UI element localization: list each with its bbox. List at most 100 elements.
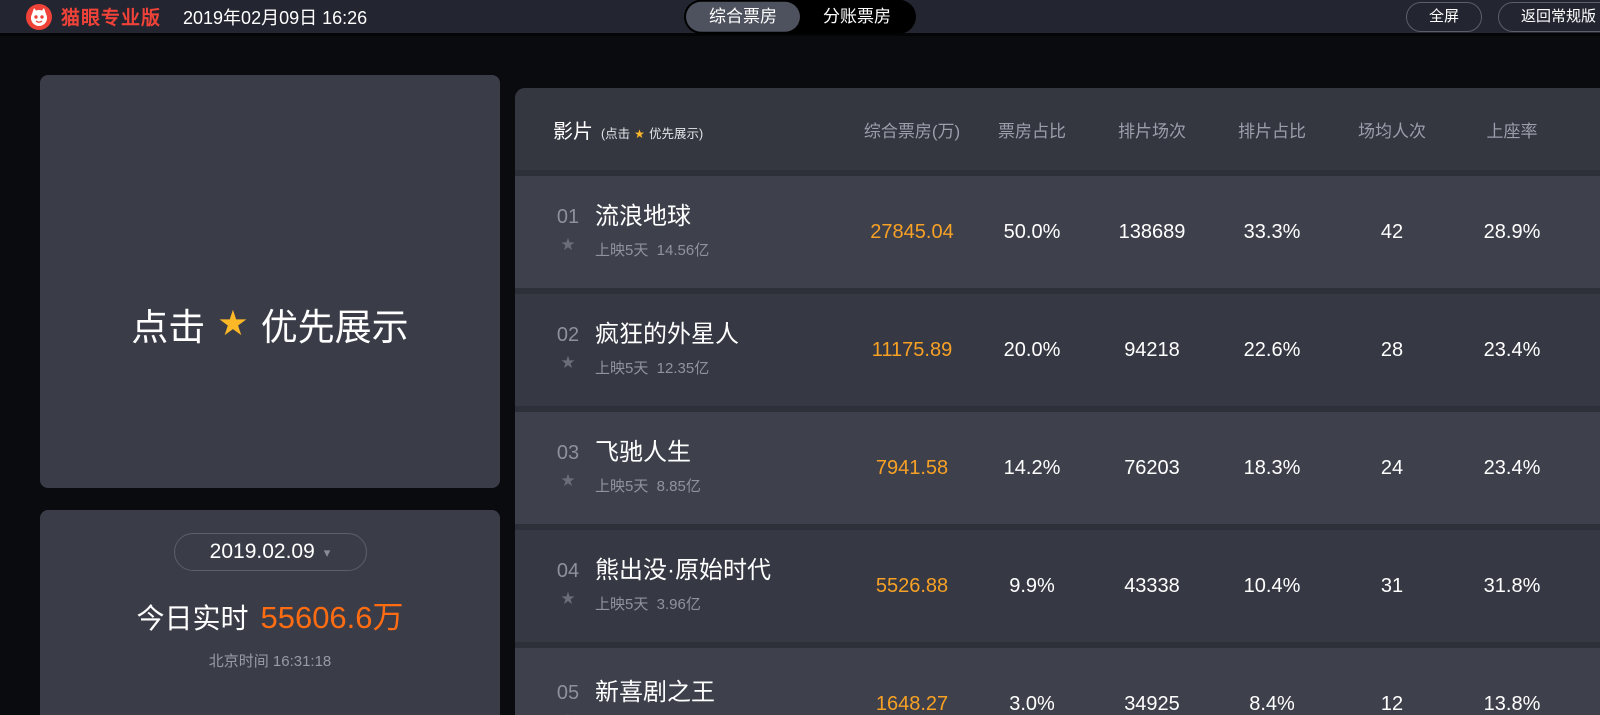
beijing-time: 北京时间 16:31:18 (208, 653, 332, 670)
cell-occupancy: 28.9% (1483, 220, 1541, 243)
cell-occupancy: 13.8% (1483, 692, 1541, 715)
film-release-info: 上映5天 12.35亿 (595, 360, 710, 378)
star-toggle-icon[interactable]: ★ (560, 588, 576, 608)
film-text-stack: 流浪地球 上映5天 14.56亿 (595, 202, 710, 260)
cell-screening-share: 18.3% (1243, 456, 1301, 479)
boxoffice-table: 影片 (点击 ★ 优先展示) 综合票房(万) 票房占比 排片场次 排片占比 场均人次 上座… (515, 88, 1600, 715)
cell-occupancy: 31.8% (1483, 574, 1541, 597)
rank-star-stack: 03 ★ (553, 440, 583, 489)
rank-label: 04 (556, 559, 580, 582)
film-text-stack: 疯狂的外星人 上映5天 12.35亿 (595, 320, 739, 378)
film-release-info: 上映5天 3.96亿 (595, 596, 701, 614)
topbar-datetime: 2019年02月09日 16:26 (183, 7, 368, 28)
topbar-actions: 全屏 返回常规版→ (1405, 1, 1600, 32)
film-title: 疯狂的外星人 (595, 320, 739, 348)
cell-boxoffice: 11175.89 (871, 338, 953, 361)
film-header-note: (点击 ★ 优先展示) (601, 123, 703, 142)
cell-boxoffice-share: 50.0% (1003, 220, 1061, 243)
table-row[interactable]: 03 ★ 飞驰人生 上映5天 8.85亿 7941.58 14.2% 76203… (515, 412, 1600, 524)
cell-boxoffice: 5526.88 (875, 574, 949, 597)
film-text-stack: 新喜剧之王 (595, 678, 715, 715)
film-release-info: 上映5天 14.56亿 (595, 242, 710, 260)
column-header: 上座率 (1486, 121, 1538, 141)
film-note-prefix: (点击 (601, 126, 631, 141)
cell-screening-share: 8.4% (1249, 692, 1295, 715)
film-cell: 05 ★ 新喜剧之王 (515, 678, 852, 715)
cell-screening-share: 10.4% (1243, 574, 1301, 597)
film-title: 熊出没·原始时代 (595, 556, 771, 584)
column-header: 场均人次 (1358, 121, 1426, 141)
cell-boxoffice: 7941.58 (875, 456, 949, 479)
chevron-down-icon: ▾ (323, 545, 331, 560)
cell-screening-share: 22.6% (1243, 338, 1301, 361)
film-cell: 04 ★ 熊出没·原始时代 上映5天 3.96亿 (515, 556, 852, 614)
realtime-total: 今日实时 55606.6万 (40, 592, 500, 637)
star-icon: ★ (217, 304, 249, 343)
fullscreen-button[interactable]: 全屏 (1405, 1, 1482, 32)
cell-screenings: 138689 (1118, 220, 1186, 243)
rank-star-stack: 04 ★ (553, 558, 583, 607)
cell-boxoffice-share: 3.0% (1009, 692, 1055, 715)
star-icon: ★ (634, 126, 645, 141)
maoyan-logo-icon (26, 3, 52, 30)
hint-prefix: 点击 (131, 307, 206, 348)
film-cell: 01 ★ 流浪地球 上映5天 14.56亿 (515, 202, 852, 260)
cell-occupancy: 23.4% (1483, 456, 1541, 479)
cell-boxoffice-share: 14.2% (1003, 456, 1061, 479)
date-picker-value: 2019.02.09 (209, 540, 315, 563)
tab-comprehensive-boxoffice[interactable]: 综合票房 (686, 1, 800, 32)
film-header-label: 影片 (553, 120, 593, 143)
cell-avg-attendance: 42 (1380, 220, 1404, 243)
column-header: 票房占比 (998, 121, 1066, 141)
star-toggle-icon[interactable]: ★ (560, 470, 576, 490)
cell-occupancy: 23.4% (1483, 338, 1541, 361)
table-row[interactable]: 05 ★ 新喜剧之王 1648.27 3.0% 34925 8.4% 12 13… (515, 648, 1600, 715)
rank-star-stack: 02 ★ (553, 322, 583, 371)
film-release-info: 上映5天 8.85亿 (595, 478, 701, 496)
column-header: 排片占比 (1238, 121, 1306, 141)
realtime-panel: 2019.02.09 ▾ 今日实时 55606.6万 北京时间 16:31:18 (40, 510, 500, 715)
cell-screening-share: 33.3% (1243, 220, 1301, 243)
cell-avg-attendance: 28 (1380, 338, 1404, 361)
film-text-stack: 飞驰人生 上映5天 8.85亿 (595, 438, 701, 496)
star-hint-text: 点击 ★ 优先展示 (40, 75, 500, 351)
table-body: 01 ★ 流浪地球 上映5天 14.56亿 27845.04 50.0% 138… (515, 176, 1600, 715)
film-text-stack: 熊出没·原始时代 上映5天 3.96亿 (595, 556, 771, 614)
rank-label: 05 (556, 681, 580, 704)
realtime-label: 今日实时 (136, 603, 249, 634)
topbar: 猫眼专业版 2019年02月09日 16:26 综合票房 分账票房 全屏 返回常… (0, 0, 1600, 36)
tab-split-boxoffice[interactable]: 分账票房 (800, 1, 914, 31)
star-toggle-icon[interactable]: ★ (560, 352, 576, 372)
rank-star-stack: 01 ★ (553, 204, 583, 253)
cell-boxoffice-share: 9.9% (1009, 574, 1055, 597)
rank-label: 01 (556, 205, 580, 228)
back-button-label: 返回常规版 (1520, 7, 1596, 25)
table-row[interactable]: 01 ★ 流浪地球 上映5天 14.56亿 27845.04 50.0% 138… (515, 176, 1600, 288)
star-hint-panel: 点击 ★ 优先展示 (40, 75, 500, 488)
rank-label: 03 (556, 441, 580, 464)
film-title: 流浪地球 (595, 202, 691, 230)
star-toggle-icon[interactable]: ★ (560, 234, 576, 254)
film-title: 新喜剧之王 (595, 678, 715, 706)
star-toggle-icon[interactable]: ★ (560, 712, 575, 715)
cell-screenings: 43338 (1124, 574, 1180, 597)
rank-star-stack: 05 ★ (553, 680, 583, 715)
cell-screenings: 76203 (1124, 456, 1180, 479)
table-row[interactable]: 04 ★ 熊出没·原始时代 上映5天 3.96亿 5526.88 9.9% 43… (515, 530, 1600, 642)
column-header: 排片场次 (1118, 121, 1186, 141)
film-cell: 03 ★ 飞驰人生 上映5天 8.85亿 (515, 438, 852, 496)
boxoffice-tab-toggle: 综合票房 分账票房 (684, 0, 916, 34)
rank-label: 02 (556, 323, 580, 346)
back-to-normal-button[interactable]: 返回常规版→ (1497, 1, 1600, 32)
realtime-value: 55606.6万 (260, 600, 404, 635)
cell-screenings: 34925 (1124, 692, 1180, 715)
date-picker[interactable]: 2019.02.09 ▾ (173, 533, 367, 571)
cell-avg-attendance: 12 (1380, 692, 1404, 715)
film-title: 飞驰人生 (595, 438, 691, 466)
brand: 猫眼专业版 (26, 3, 161, 30)
cell-boxoffice-share: 20.0% (1003, 338, 1061, 361)
column-header: 综合票房(万) (863, 121, 961, 141)
table-header: 影片 (点击 ★ 优先展示) 综合票房(万) 票房占比 排片场次 排片占比 场均人次 上座… (515, 88, 1600, 170)
table-row[interactable]: 02 ★ 疯狂的外星人 上映5天 12.35亿 11175.89 20.0% 9… (515, 294, 1600, 406)
column-header-film: 影片 (点击 ★ 优先展示) (515, 115, 852, 144)
